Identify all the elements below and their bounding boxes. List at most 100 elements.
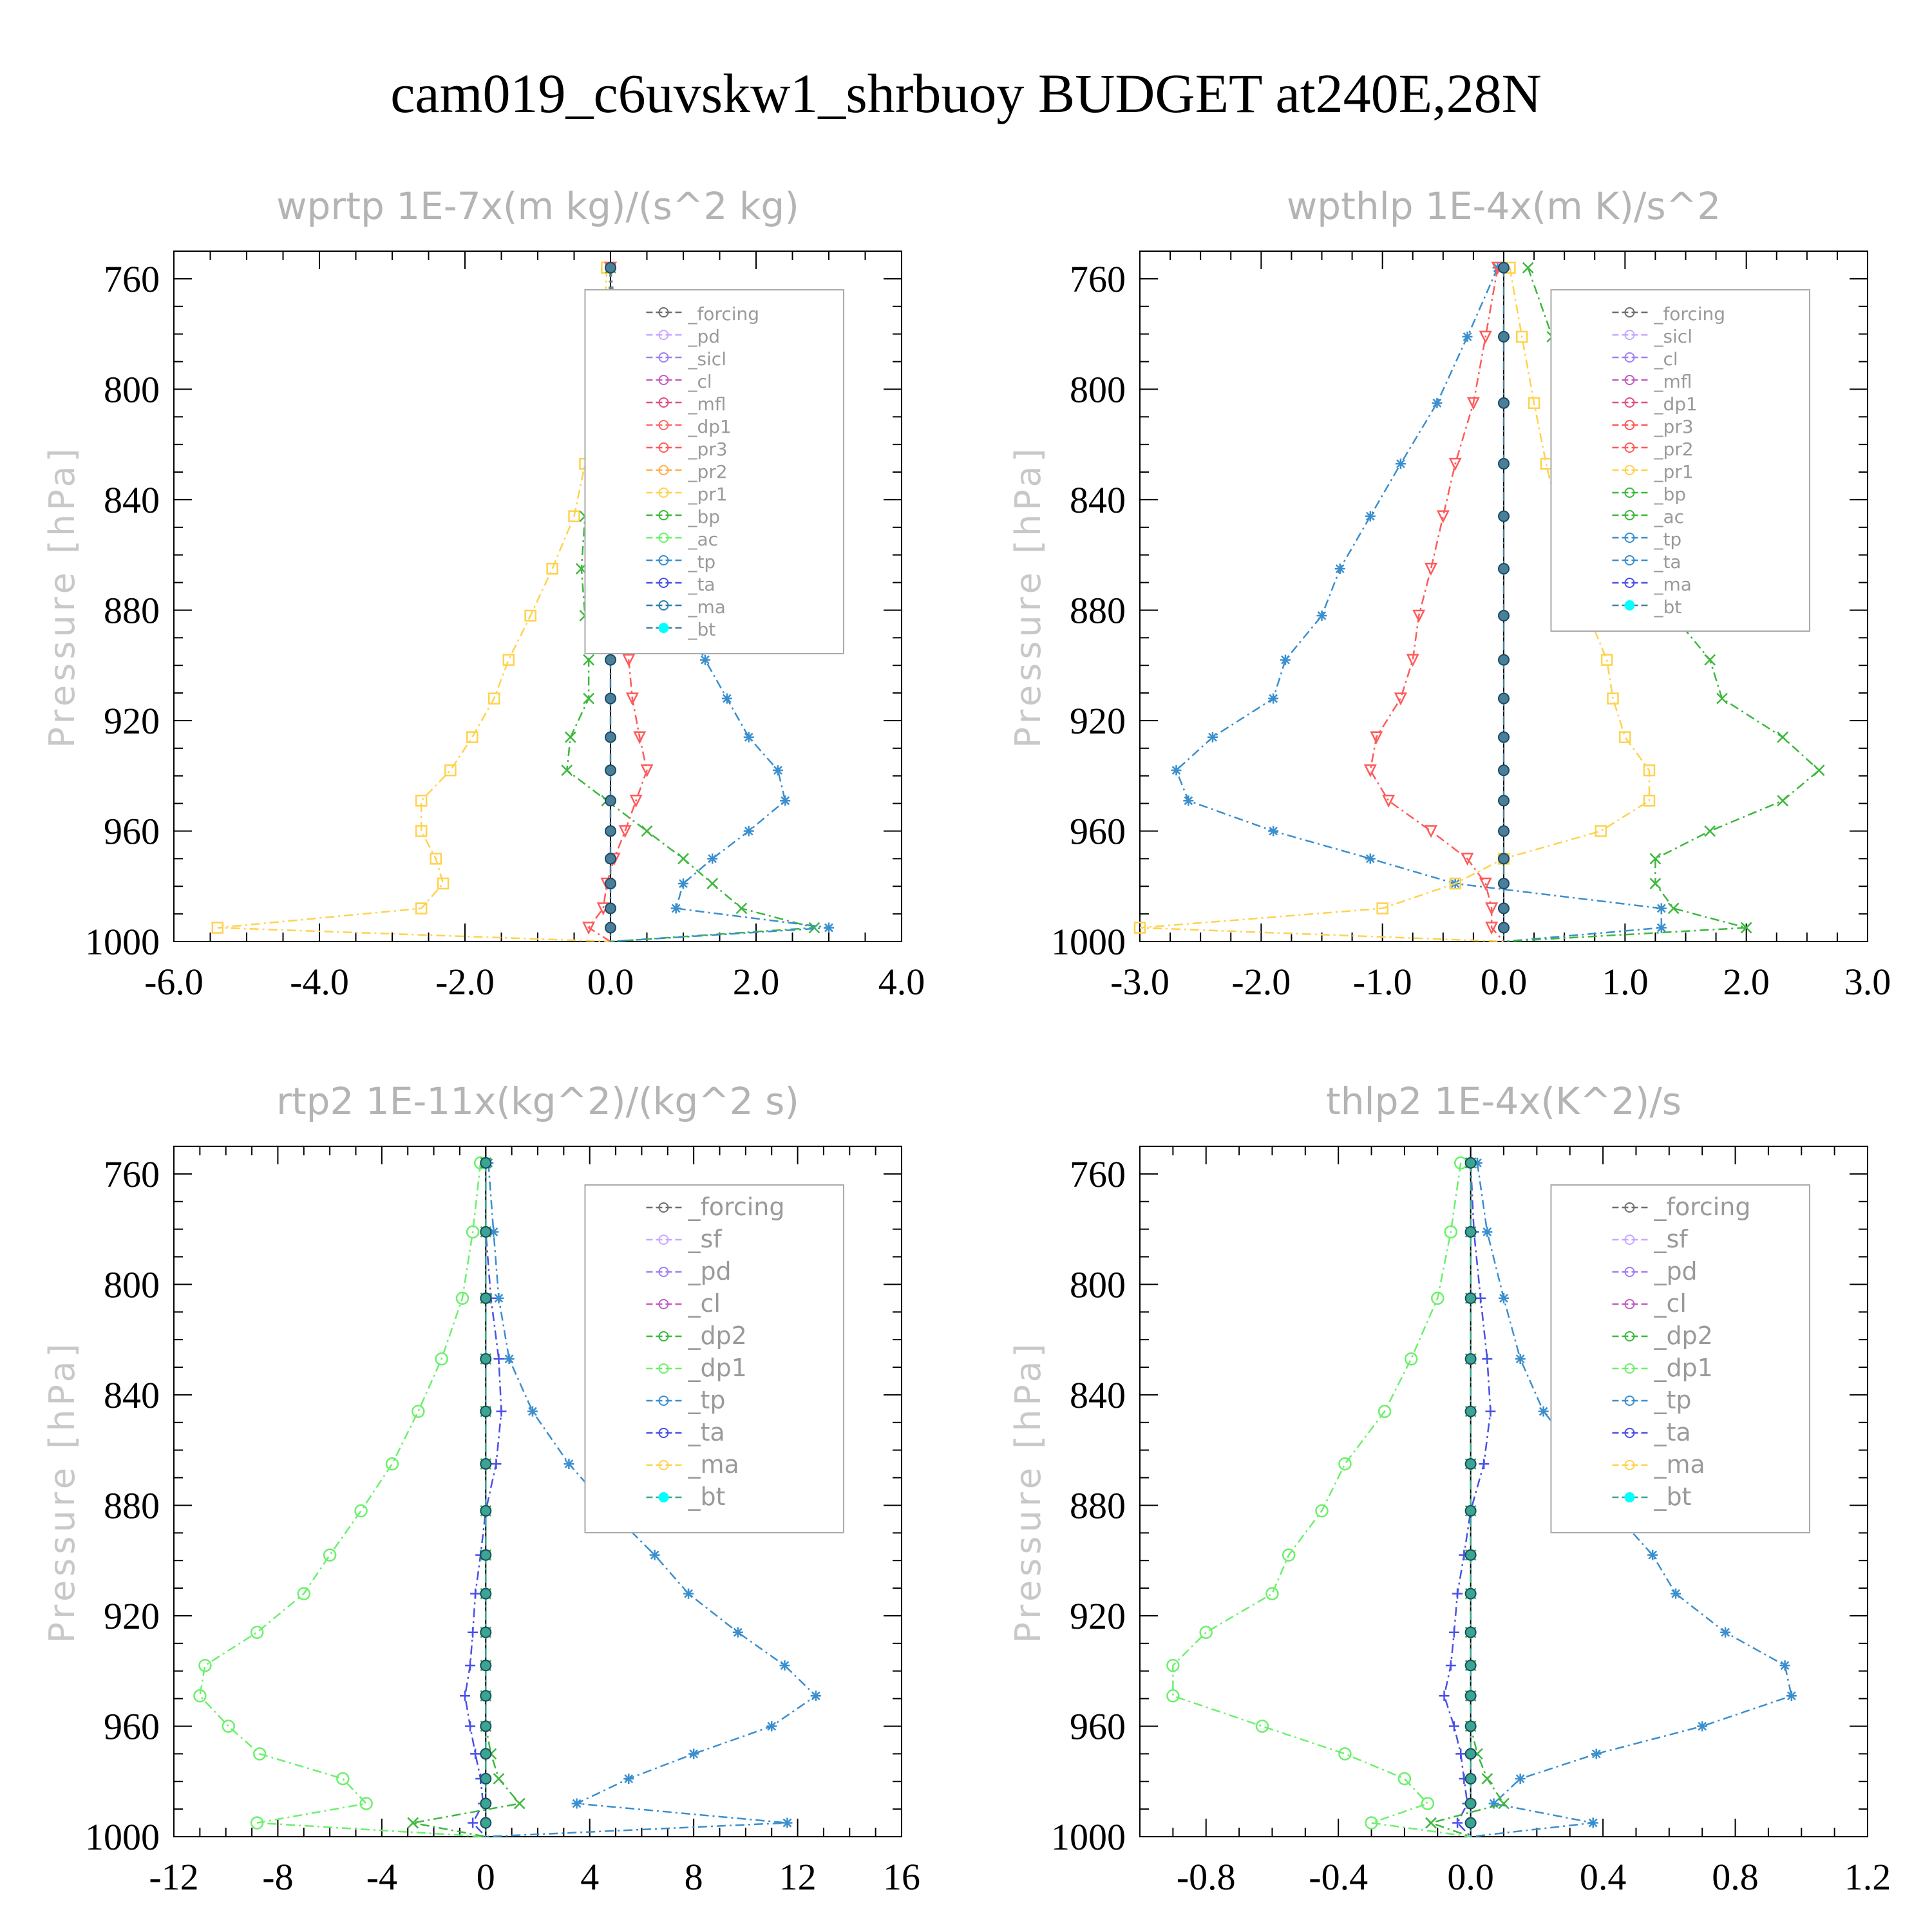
- data-point: [502, 654, 515, 666]
- data-point: [193, 1689, 207, 1703]
- legend-box: [1550, 289, 1810, 632]
- data-point: [359, 1797, 373, 1810]
- legend-label: _pr3: [687, 439, 727, 460]
- data-point: [1479, 1459, 1490, 1470]
- data-point: [1464, 1549, 1477, 1561]
- data-point: [605, 902, 616, 914]
- data-point: [1643, 764, 1656, 777]
- data-point: [480, 1353, 492, 1365]
- series-tp: [1171, 262, 1667, 943]
- data-point: [564, 1459, 574, 1470]
- legend-label: _ta: [1653, 551, 1681, 573]
- y-tick-label: 960: [1070, 810, 1126, 852]
- data-point: [1199, 1625, 1213, 1639]
- data-point: [633, 731, 647, 744]
- series-dp2: [407, 1157, 526, 1838]
- data-point: [683, 1588, 694, 1599]
- data-point: [1448, 1721, 1459, 1732]
- data-point: [1171, 765, 1182, 776]
- data-point: [1540, 457, 1553, 470]
- legend-label: _dp1: [1653, 393, 1697, 415]
- data-point: [605, 731, 616, 743]
- data-point: [1464, 1292, 1477, 1304]
- data-point: [605, 261, 616, 274]
- panel-wprtp: wprtp 1E-7x(m kg)/(s^2 kg) Pressure [hPa]…: [0, 0, 966, 1003]
- y-axis-label: Pressure [hPa]: [42, 444, 82, 748]
- legend-label: _sf: [1653, 1225, 1689, 1253]
- x-tick-label: 0: [477, 1856, 495, 1898]
- legend-label: _tp: [1653, 529, 1681, 550]
- legend-label: _sf: [687, 1225, 723, 1253]
- y-tick-label: 920: [1070, 1595, 1126, 1637]
- data-point: [1166, 1658, 1180, 1672]
- legend-label: _ta: [687, 574, 715, 595]
- legend-label: _cl: [1653, 1289, 1686, 1318]
- data-point: [1376, 902, 1388, 914]
- legend-marker: [658, 397, 669, 408]
- data-point: [1406, 654, 1419, 667]
- data-point: [297, 1587, 311, 1600]
- legend-marker: [1624, 555, 1635, 565]
- data-point: [1280, 654, 1291, 665]
- data-point: [1404, 1352, 1418, 1366]
- data-point: [618, 825, 632, 838]
- data-point: [513, 1797, 526, 1810]
- data-point: [732, 1627, 743, 1638]
- data-point: [1268, 826, 1279, 837]
- data-point: [1498, 825, 1510, 837]
- data-point: [1498, 922, 1510, 934]
- data-point: [1538, 1406, 1549, 1417]
- data-point: [605, 853, 616, 865]
- series-line: [1369, 267, 1504, 942]
- data-point: [465, 1721, 476, 1732]
- data-point: [466, 1225, 480, 1239]
- data-point: [480, 1772, 492, 1785]
- x-tick-label: -12: [149, 1856, 198, 1898]
- data-point: [504, 1354, 515, 1365]
- data-point: [1595, 825, 1607, 837]
- panel-rtp2: rtp2 1E-11x(kg^2)/(kg^2 s) Pressure [hPa]…: [0, 895, 966, 1898]
- data-point: [1439, 1690, 1450, 1701]
- series-line: [1139, 267, 1651, 943]
- legend-marker: [1624, 330, 1635, 340]
- legend-marker: [1624, 488, 1635, 498]
- legend-marker: [658, 1363, 669, 1374]
- x-tick-label: -8: [262, 1856, 293, 1898]
- data-point: [571, 1798, 582, 1809]
- data-point: [1498, 1797, 1510, 1810]
- data-point: [470, 1588, 481, 1599]
- data-point: [1395, 459, 1406, 469]
- data-point: [1472, 1157, 1482, 1168]
- data-point: [625, 692, 639, 706]
- legend-label: _cl: [687, 371, 712, 392]
- data-point: [468, 1817, 478, 1828]
- data-point: [766, 1721, 777, 1732]
- x-tick-label: -3.0: [1110, 961, 1170, 1003]
- legend-marker: [1624, 1363, 1635, 1374]
- legend-marker: [1624, 1267, 1635, 1277]
- legend-marker: [658, 1331, 669, 1341]
- data-point: [488, 692, 500, 705]
- legend-label: _ta: [687, 1418, 724, 1446]
- legend-label: _dp2: [687, 1321, 746, 1350]
- data-point: [677, 853, 689, 865]
- legend-label: _pd: [687, 326, 720, 347]
- series-dp1: [1166, 1156, 1471, 1838]
- y-tick-label: 1000: [1051, 921, 1126, 963]
- data-point: [1464, 1157, 1477, 1169]
- data-point: [1464, 1405, 1477, 1417]
- legend-label: _bt: [687, 1482, 725, 1511]
- y-tick-label: 920: [104, 1595, 160, 1637]
- series-line: [413, 1162, 522, 1838]
- data-point: [1464, 1353, 1477, 1365]
- data-point: [1334, 564, 1345, 574]
- data-point: [1697, 1721, 1708, 1732]
- data-point: [496, 1406, 507, 1417]
- data-point: [1466, 397, 1480, 410]
- x-tick-label: 4: [580, 1856, 599, 1898]
- data-point: [480, 1458, 492, 1470]
- legend-marker: [1624, 1235, 1635, 1245]
- y-tick-label: 800: [104, 368, 160, 410]
- legend-marker: [1624, 1331, 1635, 1341]
- data-point: [1464, 1720, 1477, 1732]
